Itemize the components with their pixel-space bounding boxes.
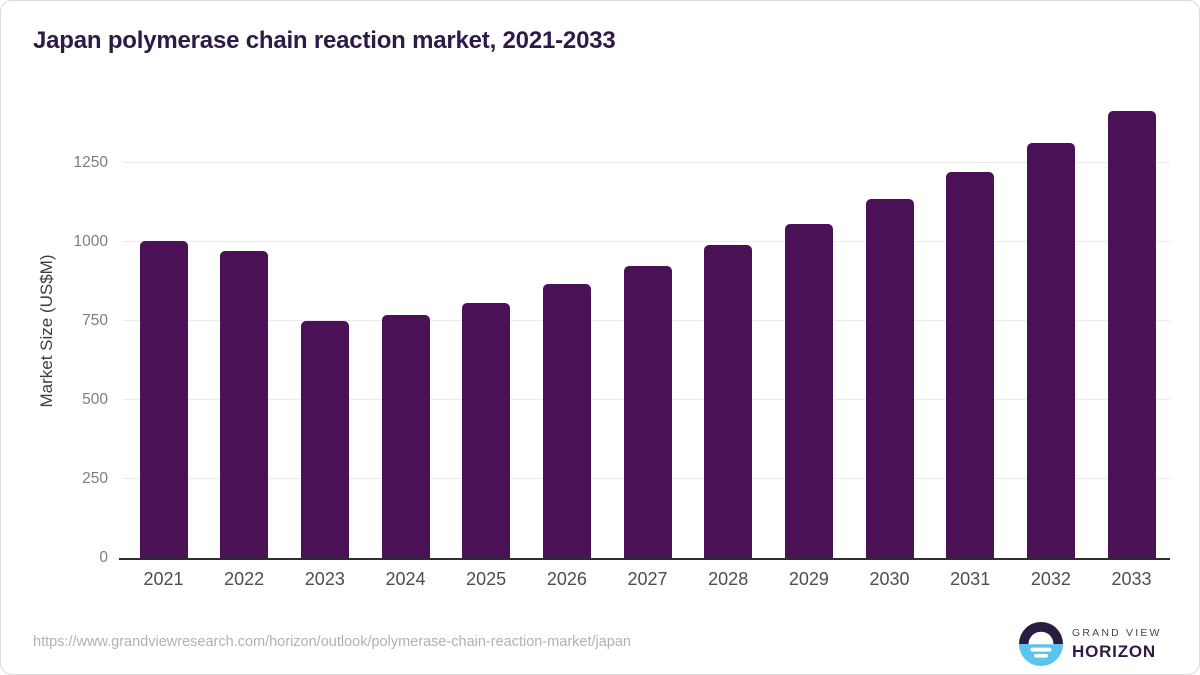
horizon-sunset-icon <box>1019 622 1063 666</box>
x-tick-label: 2033 <box>1111 569 1152 589</box>
bar <box>542 284 591 558</box>
x-tick-label: 2025 <box>466 569 507 589</box>
logo-line2: HORIZON <box>1072 641 1156 661</box>
source-url: https://www.grandviewresearch.com/horizo… <box>33 634 631 650</box>
bar <box>139 240 188 558</box>
brand-logo: GRAND VIEW HORIZON <box>1019 622 1162 666</box>
bar <box>623 265 672 558</box>
x-tick-label: 2031 <box>950 569 991 589</box>
bar <box>704 245 753 558</box>
bar <box>300 320 349 558</box>
bar <box>865 198 914 558</box>
bar <box>784 223 833 558</box>
x-tick-label: 2032 <box>1030 569 1071 589</box>
gridline <box>123 162 1170 164</box>
bar <box>1026 143 1075 558</box>
y-axis-title-text: Market Size (US$M) <box>37 254 56 408</box>
x-axis-line <box>119 558 1170 560</box>
x-tick-label: 2028 <box>708 569 749 589</box>
y-tick-label: 750 <box>82 311 108 329</box>
bar <box>946 171 995 558</box>
bar <box>1107 111 1156 558</box>
y-tick-label: 1250 <box>73 153 108 171</box>
chart-title: Japan polymerase chain reaction market, … <box>33 27 616 54</box>
x-tick-label: 2023 <box>304 569 345 589</box>
y-tick-label: 1000 <box>73 232 108 250</box>
x-tick-label: 2024 <box>385 569 426 589</box>
bar <box>220 250 269 558</box>
bar <box>462 302 511 558</box>
x-tick-label: 2030 <box>869 569 910 589</box>
y-tick-label: 500 <box>82 390 108 408</box>
x-tick-label: 2029 <box>788 569 829 589</box>
x-tick-label: 2026 <box>546 569 587 589</box>
brand-logo-text: GRAND VIEW HORIZON <box>1072 627 1162 662</box>
x-tick-label: 2021 <box>143 569 184 589</box>
bar <box>381 314 430 558</box>
y-tick-label: 0 <box>99 549 108 566</box>
x-tick-label: 2022 <box>224 569 265 589</box>
gridline <box>123 241 1170 243</box>
y-tick-label: 250 <box>82 469 108 487</box>
logo-line1: GRAND VIEW <box>1072 626 1162 639</box>
x-tick-label: 2027 <box>627 569 668 589</box>
